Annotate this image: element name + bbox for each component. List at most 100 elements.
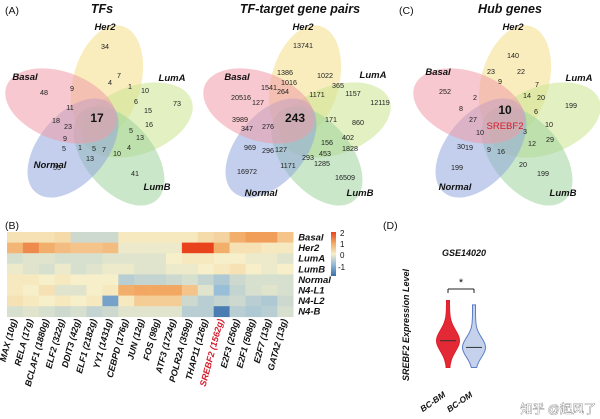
venn-petals	[413, 25, 600, 206]
heatmap-cell	[181, 263, 199, 275]
count-region: 11	[66, 103, 73, 112]
set-label-her2: Her2	[292, 22, 314, 33]
count-region: 10	[476, 128, 484, 137]
heatmap-cell	[245, 242, 262, 254]
y-axis-label: SREBF2 Expression Level	[401, 268, 411, 381]
count-region: 6	[134, 97, 138, 106]
heatmap-cell	[54, 306, 71, 318]
heatmap-cell	[166, 295, 183, 307]
heatmap-cell	[86, 274, 103, 286]
heatmap-cell	[134, 242, 151, 254]
heatmap-cell	[213, 295, 230, 307]
heatmap-cell	[7, 285, 24, 296]
heatmap-cell	[70, 232, 87, 243]
heatmap-row-label: Her2	[298, 243, 320, 254]
set-label-her2: Her2	[94, 22, 116, 33]
heatmap-row-label: Normal	[298, 275, 331, 286]
heatmap-column-labels: MAX (10g)RELA (17g)BCLAF1 (1880g)ELF2 (3…	[0, 318, 289, 388]
heatmap-cell	[38, 274, 55, 286]
count-region: 6	[534, 107, 538, 116]
heatmap-row-label: LumB	[298, 264, 325, 275]
heatmap-cell	[38, 263, 55, 275]
heatmap-cell	[38, 253, 55, 265]
venn-center-count: 10	[498, 103, 512, 117]
heatmap-cell	[245, 295, 262, 307]
heatmap-cell	[229, 306, 246, 318]
heatmap-cell	[213, 306, 230, 318]
region-counts: 140 199 199 199 252 23 22 9 7 14 20 6 10…	[439, 51, 577, 178]
colorbar-tick: -1	[338, 263, 346, 272]
count-region: 1285	[314, 159, 330, 168]
heatmap-cell	[102, 242, 119, 254]
count-basal: 20516	[231, 93, 251, 102]
heatmap-cell	[181, 295, 199, 307]
heatmap-cell	[181, 285, 199, 296]
count-region: 969	[244, 143, 256, 152]
heatmap-cell	[7, 263, 24, 275]
count-region: 156	[321, 138, 333, 147]
heatmap-cell	[118, 253, 135, 265]
heatmap-row-label: N4-B	[298, 307, 320, 318]
set-label-luma: LumA	[566, 73, 593, 84]
set-label-luma: LumA	[360, 70, 387, 81]
heatmap-cell	[70, 306, 87, 318]
heatmap-cell	[7, 242, 24, 254]
heatmap-cell	[38, 242, 55, 254]
heatmap-cell	[245, 232, 262, 243]
heatmap-cell	[229, 263, 246, 275]
heatmap-cell	[261, 274, 278, 286]
count-luma: 199	[565, 101, 577, 110]
srebf2-highlight: SREBF2	[487, 121, 524, 132]
heatmap-cell	[197, 274, 214, 286]
heatmap-cell	[7, 295, 24, 307]
heatmap-cell	[229, 295, 246, 307]
set-label-luma: LumA	[159, 73, 186, 84]
heatmap-cell	[134, 232, 151, 243]
count-region: 12	[528, 139, 536, 148]
heatmap-row-label: N4-L2	[298, 296, 325, 307]
venn-title: TFs	[91, 2, 113, 16]
count-region: 2	[473, 93, 477, 102]
count-region: 860	[352, 118, 364, 127]
count-region: 296	[262, 146, 274, 155]
count-luma: 73	[173, 99, 181, 108]
count-region: 9	[487, 145, 491, 154]
venn-petals	[203, 25, 391, 206]
panel-label-b: (B)	[5, 220, 19, 232]
heatmap-cell	[118, 274, 135, 286]
heatmap-cell	[245, 306, 262, 318]
heatmap-cell	[277, 274, 294, 286]
petal-basal	[5, 68, 117, 144]
heatmap-cell	[22, 263, 40, 275]
count-region: 14	[523, 91, 531, 100]
heatmap-cell	[166, 285, 183, 296]
violin-bc-bm	[435, 300, 461, 368]
heatmap-cells	[7, 232, 294, 318]
count-region: 10	[545, 120, 553, 129]
heatmap-cell	[261, 295, 278, 307]
count-her2: 34	[101, 42, 109, 51]
heatmap-cell	[70, 242, 87, 254]
heatmap-cell	[7, 232, 24, 243]
set-label-basal: Basal	[12, 72, 38, 83]
heatmap-cell	[197, 242, 214, 254]
heatmap-cell	[70, 295, 87, 307]
count-region: 402	[342, 133, 354, 142]
count-normal: 16972	[237, 167, 257, 176]
heatmap-cell	[54, 242, 71, 254]
heatmap-cell	[150, 263, 167, 275]
heatmap-cell	[229, 232, 246, 243]
heatmap-cell	[22, 232, 40, 243]
violins	[435, 300, 487, 368]
venn-center-count: 17	[90, 111, 104, 125]
colorbar	[331, 232, 336, 276]
heatmap-cell	[70, 285, 87, 296]
set-label-her2: Her2	[502, 22, 524, 33]
heatmap-cell	[213, 263, 230, 275]
heatmap-cell	[22, 274, 40, 286]
heatmap-cell	[261, 263, 278, 275]
count-region: 5	[92, 144, 96, 153]
count-region: 9	[498, 77, 502, 86]
